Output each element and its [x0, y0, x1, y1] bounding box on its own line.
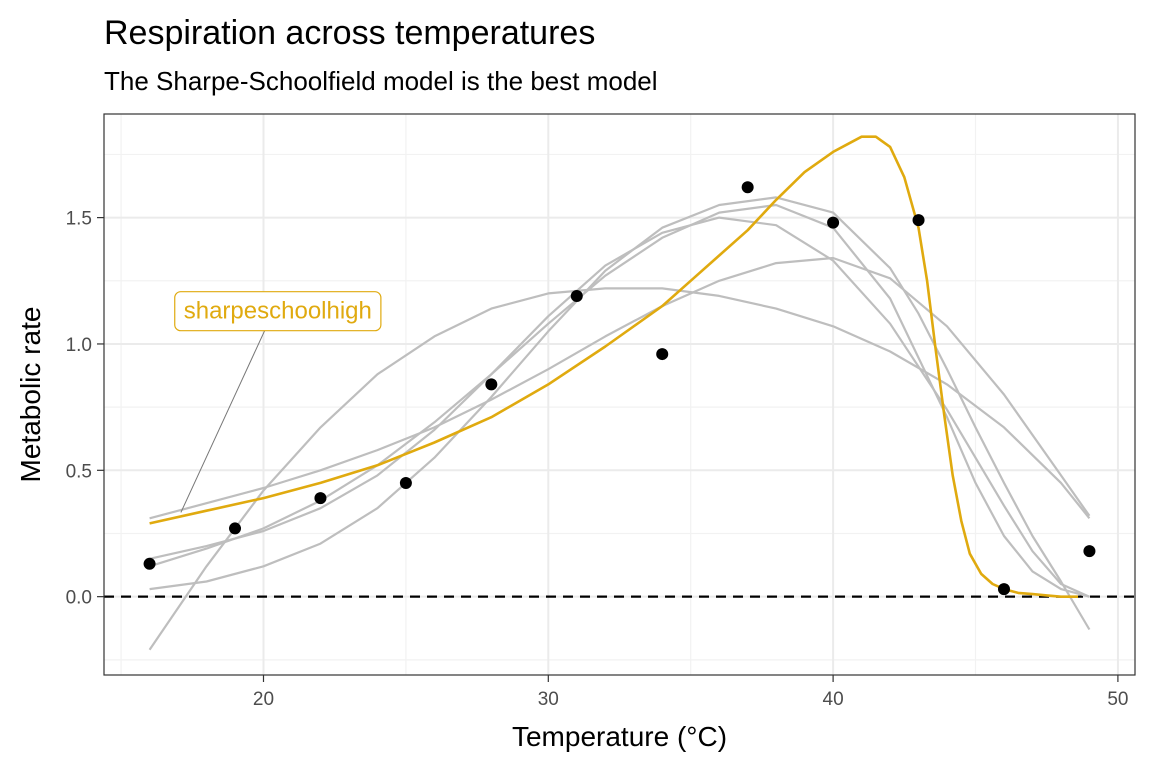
data-point [912, 214, 925, 227]
fit-curve-1 [148, 287, 1091, 651]
x-tick-label: 20 [253, 689, 274, 710]
chart-title: Respiration across temperatures [104, 14, 595, 52]
annotation-label: sharpeschoolhigh [184, 298, 372, 325]
data-point [485, 378, 498, 391]
chart-subtitle: The Sharpe-Schoolfield model is the best… [104, 66, 658, 96]
grid-minor [104, 114, 1135, 675]
data-point [229, 522, 242, 535]
data-point [741, 181, 754, 194]
y-axis-title: Metabolic rate [15, 307, 46, 483]
y-axis-ticks: 0.0 0.5 1.0 1.5 [66, 209, 104, 609]
x-tick-label: 40 [823, 689, 844, 710]
annotation-leader-line [180, 330, 266, 513]
data-point [656, 348, 669, 361]
annotation-label-box [174, 291, 382, 332]
y-tick-label: 0.5 [66, 461, 92, 482]
highlight-annotation: sharpeschoolhigh [174, 291, 382, 513]
data-point [570, 289, 583, 302]
y-tick-label: 1.5 [66, 209, 92, 230]
data-point [827, 216, 840, 229]
fit-curve-5 [149, 196, 1091, 631]
plot-panel [104, 114, 1135, 675]
other-fit-curves [148, 196, 1091, 651]
fit-curve-2 [149, 256, 1091, 520]
data-point [1083, 545, 1096, 558]
data-point [314, 492, 327, 505]
y-tick-label: 1.0 [66, 335, 92, 356]
data-point [399, 476, 412, 489]
data-points [143, 181, 1096, 596]
data-point [143, 557, 156, 570]
data-point [997, 583, 1010, 596]
plot-border [103, 113, 1136, 676]
x-axis-title: Temperature (°C) [512, 721, 727, 752]
sharpeschoolhigh-curve [149, 135, 1078, 598]
x-tick-label: 50 [1107, 689, 1128, 710]
x-axis-ticks: 20 30 40 50 [253, 675, 1128, 710]
fit-curve-4 [149, 216, 1090, 598]
x-tick-label: 30 [538, 689, 559, 710]
y-tick-label: 0.0 [66, 588, 92, 609]
